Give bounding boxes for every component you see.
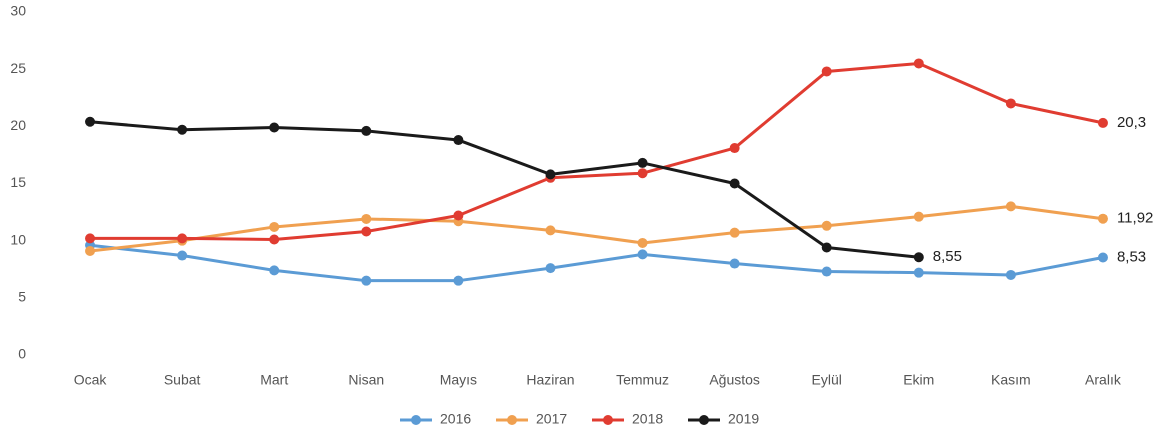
data-point [177,250,188,261]
x-tick-label: Mart [260,372,288,388]
data-point [545,263,556,274]
y-tick-label: 20 [10,117,26,133]
data-point [913,58,924,69]
data-point [821,66,832,77]
y-tick-label: 0 [18,346,26,362]
series-line [89,120,919,259]
legend-marker [411,415,421,425]
data-point [85,245,96,256]
value-label: 8,55 [933,248,962,265]
data-point [729,227,740,238]
x-tick-label: Ekim [903,372,934,388]
y-tick-label: 5 [18,289,26,305]
data-point [269,265,280,276]
data-point [85,116,96,127]
data-point [1005,98,1016,109]
legend-marker [603,415,613,425]
data-point [1097,213,1108,224]
data-point [1005,269,1016,280]
data-point [361,226,372,237]
data-point [913,211,924,222]
data-point [545,225,556,236]
data-point [177,233,188,244]
data-point [1097,252,1108,263]
data-point [1005,201,1016,212]
data-point [913,252,924,263]
data-point [729,258,740,269]
data-point [637,157,648,168]
data-point [361,213,372,224]
data-point [269,122,280,133]
data-point [637,249,648,260]
data-point [913,267,924,278]
series-line [89,204,1104,253]
y-tick-label: 15 [10,174,26,190]
value-label: 8,53 [1117,248,1146,265]
x-tick-label: Ağustos [709,372,760,388]
x-tick-label: Nisan [348,372,384,388]
data-point [729,178,740,189]
data-point [821,266,832,277]
data-point [269,221,280,232]
series-line [90,61,1104,242]
legend-marker [699,415,709,425]
data-point [1097,117,1108,128]
y-tick-label: 30 [10,3,26,19]
x-tick-label: Temmuz [616,372,669,388]
value-label: 11,92 [1117,210,1153,227]
data-point [177,124,188,135]
data-point [453,135,464,146]
data-point [269,234,280,245]
data-point [821,242,832,253]
series-line [89,243,1104,283]
data-point [637,168,648,179]
legend-label: 2019 [728,411,759,427]
legend-label: 2017 [536,411,567,427]
data-point [453,210,464,221]
legend-label: 2018 [632,411,663,427]
y-tick-label: 25 [10,60,26,76]
data-point [85,233,96,244]
data-point [729,143,740,154]
value-label: 20,3 [1117,114,1146,131]
data-point [361,125,372,136]
x-tick-label: Eylül [812,372,842,388]
y-tick-label: 10 [10,231,26,247]
legend-marker [507,415,517,425]
x-tick-label: Subat [164,372,201,388]
x-tick-label: Haziran [526,372,574,388]
data-point [821,220,832,231]
x-tick-label: Kasım [991,372,1031,388]
data-point [361,275,372,286]
x-tick-label: Mayıs [440,372,477,388]
data-point [453,275,464,286]
x-tick-label: Aralık [1085,372,1122,388]
legend-label: 2016 [440,411,471,427]
data-point [545,169,556,180]
x-tick-label: Ocak [74,372,108,388]
data-point [637,237,648,248]
